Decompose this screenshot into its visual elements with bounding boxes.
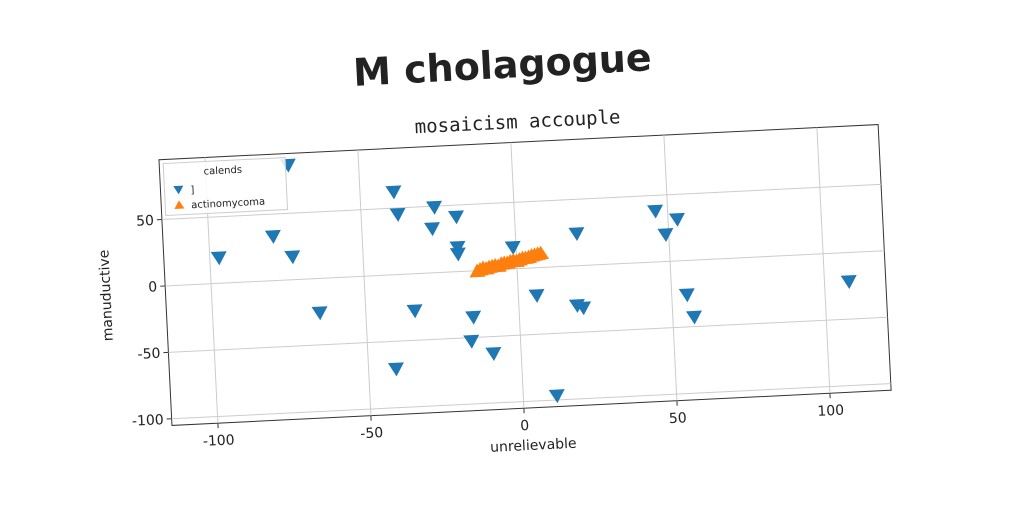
- point: [385, 185, 402, 200]
- point: [657, 228, 674, 243]
- grid-line: [816, 127, 831, 394]
- legend-marker: [173, 185, 184, 195]
- point: [449, 240, 466, 255]
- point: [548, 389, 565, 404]
- point: [389, 207, 406, 222]
- legend-label: actinomycoma: [191, 197, 265, 212]
- x-tick-label: 50: [668, 410, 687, 427]
- point: [528, 288, 545, 303]
- point: [685, 310, 702, 325]
- point: [311, 306, 328, 321]
- grid-line: [357, 149, 372, 416]
- chart-subtitle: mosaicism accouple: [414, 106, 621, 138]
- y-tick-label: -100: [132, 412, 165, 430]
- point: [485, 346, 502, 361]
- point: [840, 275, 857, 289]
- point: [447, 210, 464, 225]
- point: [647, 204, 664, 219]
- x-tick-label: -100: [202, 432, 235, 450]
- point: [575, 301, 592, 316]
- point: [533, 245, 550, 260]
- point: [449, 247, 466, 262]
- point: [504, 240, 521, 255]
- point: [264, 229, 281, 244]
- point: [210, 251, 227, 266]
- grid-line: [161, 183, 882, 221]
- legend-marker: [174, 200, 185, 210]
- point: [568, 227, 585, 242]
- grid-line: [171, 383, 891, 420]
- point: [678, 288, 695, 303]
- point: [284, 250, 301, 265]
- y-tick-label: -50: [137, 346, 161, 363]
- point: [387, 362, 404, 377]
- x-tick-label: -50: [360, 425, 384, 442]
- y-tick-label: 0: [148, 279, 158, 295]
- legend-title: calends: [203, 165, 242, 178]
- y-axis-label: manuductive: [96, 249, 116, 341]
- grid-line: [510, 142, 525, 409]
- x-tick-label: 0: [520, 418, 530, 434]
- grid-line: [165, 250, 885, 287]
- plot: mosaicism accouple -100 -50 0 50 100 -100 -50 0…: [96, 106, 892, 456]
- grid-line: [168, 316, 888, 353]
- point: [406, 304, 423, 319]
- x-tick-label: 100: [817, 403, 844, 420]
- point: [465, 310, 482, 325]
- grid-line: [663, 135, 678, 401]
- legend-label: ]: [190, 185, 195, 196]
- point: [463, 334, 480, 349]
- point: [668, 212, 685, 227]
- x-axis-label: unrelievable: [490, 436, 577, 456]
- point: [426, 200, 443, 215]
- legend-box: [162, 157, 289, 217]
- plot-area: [158, 124, 892, 426]
- y-tick-label: 50: [136, 213, 155, 230]
- chart-title: M cholagogue: [352, 35, 653, 95]
- point: [424, 222, 440, 237]
